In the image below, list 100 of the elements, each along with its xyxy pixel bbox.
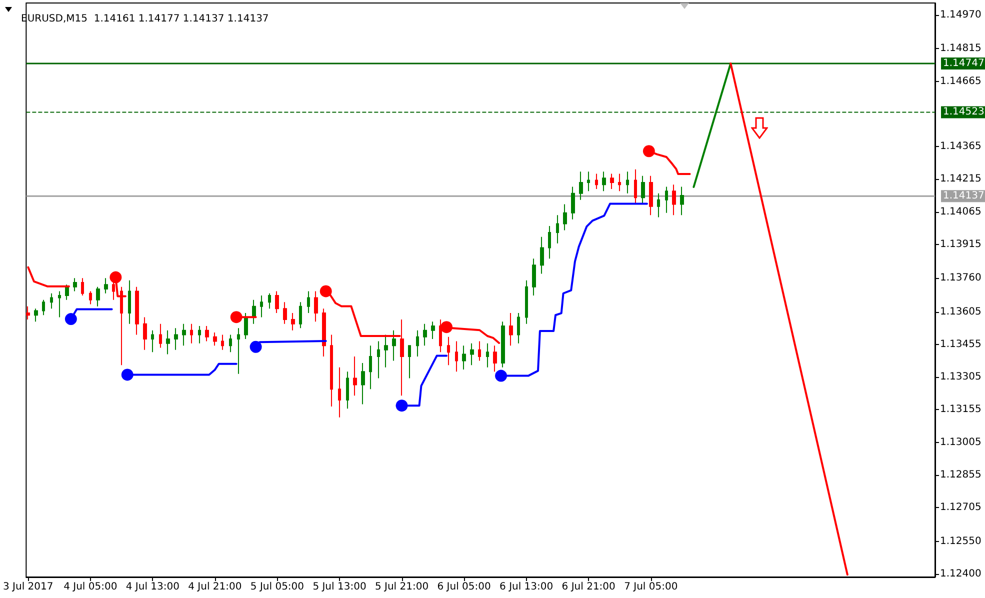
- candlestick: [322, 308, 326, 357]
- candlestick: [672, 184, 676, 216]
- x-tick-label: 4 Jul 13:00: [126, 582, 180, 592]
- candlestick: [595, 173, 598, 190]
- candlestick: [416, 330, 419, 357]
- candlestick: [151, 330, 154, 353]
- candlestick: [268, 292, 271, 310]
- candlestick: [346, 371, 349, 410]
- candlestick: [190, 323, 193, 344]
- candlestick: [517, 312, 520, 344]
- candlestick: [408, 345, 411, 379]
- candlestick: [128, 280, 131, 324]
- y-tick-label: 1.13760: [940, 272, 982, 284]
- candlestick: [307, 290, 310, 314]
- candlestick: [34, 308, 38, 322]
- candlestick: [42, 299, 45, 316]
- candlestick: [486, 342, 489, 368]
- x-tick-label: 6 Jul 21:00: [562, 582, 616, 592]
- candlestick: [649, 175, 653, 216]
- y-tick-label: 1.13915: [940, 238, 982, 250]
- candlestick: [338, 366, 341, 418]
- ref-line-label: 1.14523: [943, 106, 984, 118]
- candlestick: [525, 280, 528, 324]
- y-tick-label: 1.14215: [940, 174, 982, 185]
- candlestick: [563, 204, 567, 231]
- candlestick: [610, 173, 614, 190]
- candlestick: [423, 323, 427, 346]
- candlestick: [462, 345, 466, 370]
- candlestick: [470, 342, 474, 366]
- candlestick: [26, 306, 30, 320]
- y-tick-label: 1.14365: [940, 141, 982, 152]
- candlestick: [260, 295, 263, 318]
- candlestick: [330, 334, 333, 407]
- candlestick: [299, 302, 302, 329]
- candlestick: [540, 236, 544, 274]
- candlestick: [602, 171, 606, 192]
- candlestick: [314, 290, 318, 322]
- candlestick: [447, 336, 450, 366]
- y-tick-label: 1.14065: [940, 206, 982, 218]
- x-tick-label: 5 Jul 05:00: [250, 582, 304, 592]
- candlestick: [657, 192, 660, 218]
- ref-line-label: 1.14747: [943, 58, 984, 69]
- candlestick: [587, 171, 590, 192]
- candlestick: [221, 334, 224, 350]
- candlestick: [618, 173, 621, 192]
- candlestick: [205, 325, 209, 342]
- candlestick: [89, 290, 92, 305]
- y-tick-label: 1.13155: [940, 404, 982, 416]
- candlestick: [556, 214, 559, 244]
- candlestick: [377, 340, 380, 379]
- candlestick: [104, 278, 108, 294]
- candlestick: [58, 290, 61, 318]
- x-tick-label: 6 Jul 05:00: [437, 582, 491, 592]
- candlestick: [50, 292, 53, 310]
- y-tick-label: 1.13605: [940, 306, 982, 318]
- y-tick-label: 1.12400: [940, 568, 982, 580]
- candlestick: [509, 312, 513, 346]
- y-tick-label: 1.12705: [940, 502, 982, 514]
- y-tick-label: 1.13455: [940, 338, 982, 350]
- candlestick: [291, 312, 295, 331]
- x-tick-label: 5 Jul 21:00: [374, 582, 429, 592]
- candlestick: [431, 321, 435, 340]
- y-tick-label: 1.12550: [940, 536, 982, 547]
- y-tick-label: 1.13005: [940, 436, 982, 448]
- candlestick: [680, 186, 684, 216]
- candlestick: [455, 340, 458, 372]
- candlestick: [73, 278, 77, 292]
- candlestick: [392, 330, 396, 362]
- ref-line-label: 1.14137: [943, 190, 984, 202]
- candlestick: [198, 325, 201, 344]
- candlestick: [166, 330, 170, 355]
- candlestick: [641, 175, 645, 205]
- y-tick-label: 1.12855: [940, 469, 982, 480]
- candlestick: [182, 323, 186, 346]
- candlestick: [244, 312, 248, 340]
- candlestick: [81, 278, 84, 296]
- x-tick-label: 4 Jul 21:00: [188, 582, 242, 592]
- candlestick: [626, 171, 629, 194]
- y-tick-label: 1.14815: [940, 43, 982, 54]
- candlestick: [384, 334, 388, 368]
- x-tick-label: 6 Jul 13:00: [500, 582, 554, 592]
- candlestick: [229, 334, 232, 353]
- candlestick: [579, 171, 583, 200]
- x-tick-label: 7 Jul 05:00: [624, 582, 678, 592]
- candlestick: [665, 186, 668, 214]
- candlestick: [96, 286, 100, 307]
- x-tick-label: 5 Jul 13:00: [312, 582, 366, 592]
- candlestick: [571, 186, 575, 220]
- candlestick: [275, 290, 279, 314]
- candlestick: [532, 258, 536, 296]
- y-tick-label: 1.13305: [940, 372, 982, 383]
- x-tick-label: 4 Jul 05:00: [64, 582, 118, 592]
- candlestick: [283, 302, 287, 324]
- candlestick: [361, 362, 365, 405]
- y-tick-label: 1.14970: [940, 9, 982, 20]
- candlestick: [252, 299, 256, 324]
- candlestick: [159, 323, 162, 348]
- candlestick: [213, 332, 217, 346]
- candlestick: [493, 345, 497, 372]
- candlestick: [634, 168, 637, 205]
